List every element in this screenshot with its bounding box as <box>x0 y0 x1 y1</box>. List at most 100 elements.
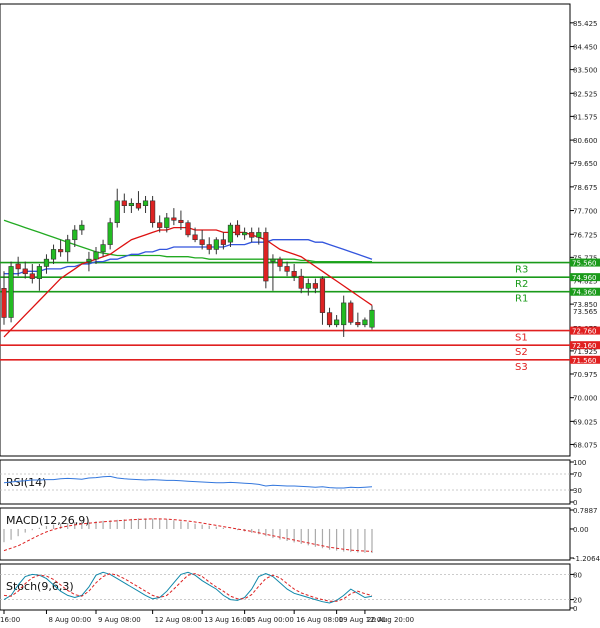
candle-up <box>142 200 149 206</box>
candle-up <box>128 202 134 206</box>
candle-up <box>50 249 57 260</box>
x-axis: 16:00 8 Aug 00:00 9 Aug 08:00 12 Aug 08:00 1… <box>0 610 414 624</box>
stoch-tick-label: 20 <box>573 597 582 605</box>
price-tick-label: 74.825 <box>573 277 598 285</box>
level-tag-r2 <box>570 273 600 282</box>
x-tick-label: 20 Aug 20:00 <box>367 616 414 624</box>
level-tag-s2 <box>570 341 600 350</box>
candle-down <box>15 263 21 270</box>
candle-up <box>341 302 347 326</box>
candle-down <box>171 217 177 221</box>
candle-up <box>213 239 219 250</box>
level-tag-s3 <box>570 355 600 364</box>
candle-up <box>107 222 113 245</box>
level-value-r2: 74.960 <box>572 274 597 282</box>
price-tick-label: 79.650 <box>573 160 598 168</box>
rsi-line <box>3 475 373 489</box>
rsi-tick-label: 70 <box>573 471 582 479</box>
candle-up <box>65 239 71 253</box>
macd-title: MACD(12,26,9) <box>6 514 90 527</box>
price-tick-label: 80.600 <box>573 137 598 145</box>
level-value-s3: 71.560 <box>572 357 597 365</box>
level-label-r2: R2 <box>515 279 528 290</box>
rsi-lines <box>0 473 570 491</box>
candle-up <box>72 229 78 241</box>
candle-down <box>185 222 191 236</box>
candles <box>1 188 375 337</box>
level-value-r3: 75.560 <box>572 260 597 268</box>
candle-up <box>334 319 340 326</box>
candle-up <box>164 217 170 228</box>
candle-up <box>43 258 50 267</box>
rsi-panel: RSI(14) 100 70 30 0 <box>0 459 586 507</box>
level-label-s1: S1 <box>515 333 528 344</box>
price-tick-label: 84.450 <box>573 44 598 52</box>
price-tick-label: 77.700 <box>573 208 598 216</box>
candle-down <box>284 266 290 272</box>
price-tick-label: 69.025 <box>573 418 598 426</box>
macd-tick-label: 0.00 <box>573 526 589 534</box>
candle-down <box>291 271 297 277</box>
candle-up <box>8 266 14 318</box>
candle-down <box>206 244 212 250</box>
macd-signal-line <box>3 518 373 552</box>
candle-up <box>93 251 99 260</box>
candle-down <box>220 239 226 245</box>
x-tick-label: 15 Aug 00:00 <box>247 616 294 624</box>
current-price: 73.565 <box>573 308 598 316</box>
stoch-tick-label: 80 <box>573 571 582 579</box>
level-value-s2: 72.160 <box>572 342 597 350</box>
x-tick-label: 13 Aug 16:00 <box>204 616 251 624</box>
price-tick-label: 85.425 <box>573 20 598 28</box>
candle-up <box>242 232 248 236</box>
candle-up <box>86 258 92 262</box>
x-tick-label: 8 Aug 00:00 <box>48 616 91 624</box>
price-tick-label: 68.075 <box>573 441 598 449</box>
candle-down <box>277 258 283 267</box>
rsi-tick-label: 30 <box>573 487 582 495</box>
x-tick-label: 12 Aug 08:00 <box>155 616 202 624</box>
candle-up <box>79 224 85 231</box>
price-tick-label: 83.500 <box>573 67 598 75</box>
price-tick-label: 75.775 <box>573 254 598 262</box>
candle-down <box>312 283 318 289</box>
candle-down <box>1 288 7 318</box>
level-tag-r3 <box>570 258 600 267</box>
stoch-tick-label: 0 <box>573 605 577 613</box>
macd-signal <box>3 518 373 552</box>
candle-up <box>270 258 276 262</box>
candle-down <box>22 268 28 275</box>
candle-down <box>263 232 269 282</box>
price-tick-label: 71.925 <box>573 348 598 356</box>
candle-down <box>178 219 184 224</box>
candle-up <box>227 224 234 243</box>
rsi-tick-label: 0 <box>573 499 577 507</box>
candle-down <box>29 273 35 279</box>
candle-down <box>234 224 241 236</box>
price-tick-label: 73.850 <box>573 301 598 309</box>
candle-down <box>150 200 156 224</box>
x-tick-label: 16 Aug 08:00 <box>296 616 343 624</box>
candle-down <box>199 239 205 245</box>
rsi-y-axis: 100 70 30 0 <box>570 459 586 507</box>
stoch-k-line <box>3 571 373 604</box>
price-tick-label: 78.675 <box>573 184 598 192</box>
level-tag-r1 <box>570 287 600 296</box>
level-tag-s1 <box>570 326 600 335</box>
macd-y-axis: 0.7887 0.00 -1.2064 <box>570 507 600 563</box>
macd-panel: MACD(12,26,9) 0.7887 0.00 -1.2064 <box>0 507 600 563</box>
candle-down <box>319 278 326 313</box>
macd-tick-label: -1.2064 <box>573 555 600 563</box>
price-tick-label: 76.725 <box>573 231 598 239</box>
candle-down <box>121 200 127 206</box>
level-value-r1: 74.360 <box>572 289 597 297</box>
price-tick-label: 70.000 <box>573 395 598 403</box>
candle-down <box>298 275 304 289</box>
x-tick-label: 19 Aug 12:00 <box>339 616 386 624</box>
macd-tick-label: 0.7887 <box>573 507 598 515</box>
candle-down <box>355 322 361 326</box>
candle-up <box>369 309 375 328</box>
candle-up <box>305 283 311 289</box>
level-label-s2: S2 <box>515 347 528 358</box>
